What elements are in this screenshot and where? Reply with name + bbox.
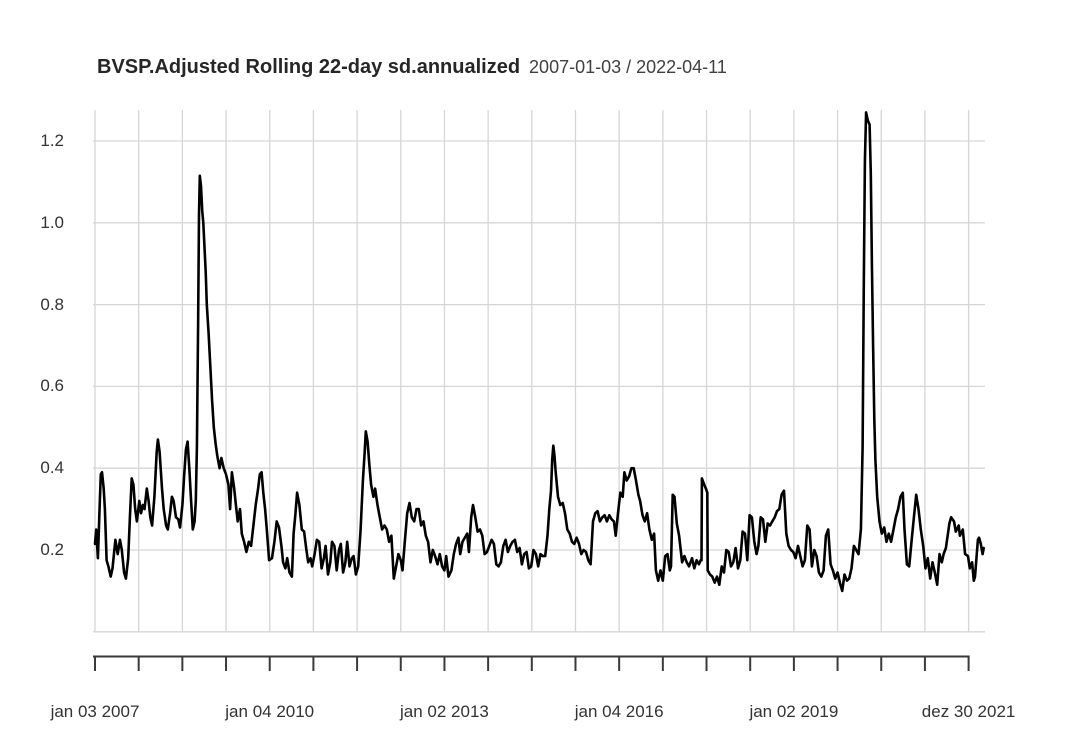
x-tick-label: dez 30 2021 [921, 702, 1016, 721]
y-tick-label: 0.2 [40, 540, 64, 559]
x-tick-label: jan 02 2013 [400, 702, 489, 721]
series-line [93, 111, 986, 593]
y-tick-label: 1.0 [40, 212, 64, 232]
y-tick-label: 0.6 [40, 376, 64, 396]
chart-title: BVSP.Adjusted Rolling 22-day sd.annualiz… [97, 56, 521, 78]
x-tick-label: jan 02 2019 [749, 702, 839, 721]
y-tick-label: 0.8 [40, 294, 64, 314]
y-tick-label: 1.2 [40, 131, 64, 150]
chart-date-range: 2007-01-03 / 2022-04-11 [529, 57, 727, 77]
x-tick-label: jan 03 2007 [50, 702, 140, 721]
y-tick-label: 0.4 [40, 458, 64, 478]
x-tick-label: jan 04 2010 [225, 702, 315, 721]
chart-header: BVSP.Adjusted Rolling 22-day sd.annualiz… [97, 56, 727, 79]
x-tick-label: jan 04 2016 [574, 702, 664, 721]
